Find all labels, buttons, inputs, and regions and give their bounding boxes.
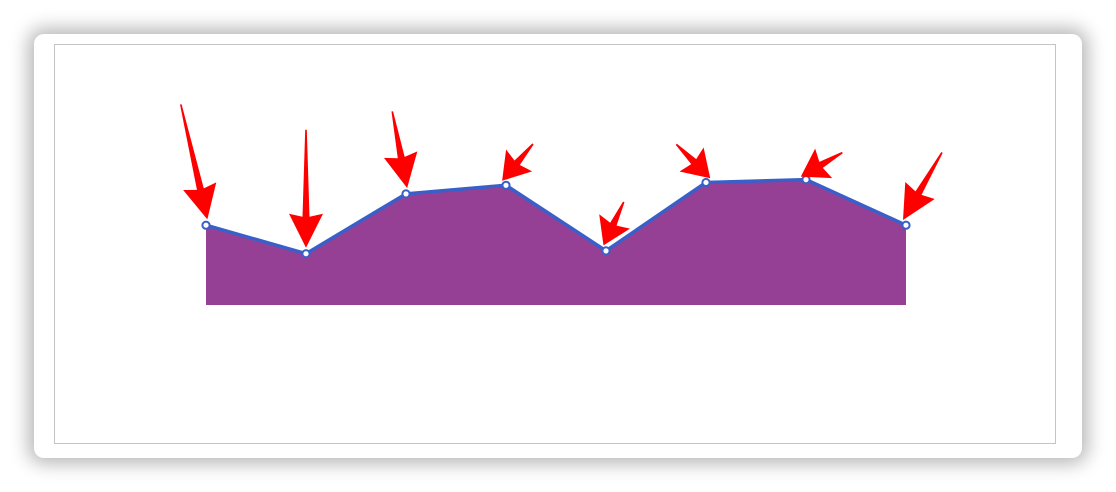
data-point-2 xyxy=(301,249,311,259)
annotation-arrow-4 xyxy=(502,143,534,181)
data-point-3 xyxy=(401,189,411,199)
data-point-5 xyxy=(601,246,611,256)
series-line xyxy=(205,177,907,256)
annotation-arrow-5 xyxy=(599,201,631,246)
annotation-arrow-7 xyxy=(800,148,843,179)
data-point-6 xyxy=(701,177,711,188)
annotation-arrow-2 xyxy=(289,129,323,248)
annotation-arrow-1 xyxy=(180,104,217,220)
data-point-7 xyxy=(801,175,811,185)
data-point-1 xyxy=(201,220,211,230)
annotation-arrow-8 xyxy=(903,152,943,221)
annotation-arrow-3 xyxy=(383,111,418,188)
annotation-arrow-6 xyxy=(675,143,711,179)
area-fill xyxy=(206,179,906,305)
data-point-8 xyxy=(901,220,911,230)
data-point-4 xyxy=(501,180,511,190)
